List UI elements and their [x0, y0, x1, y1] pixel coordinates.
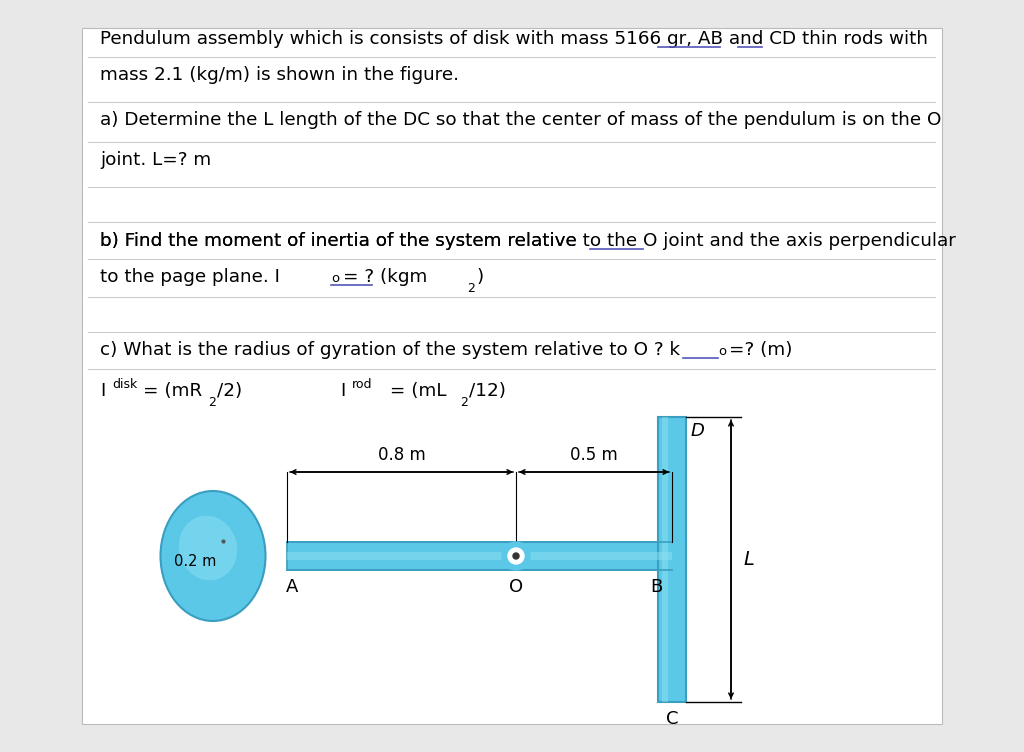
Text: joint. L=? m: joint. L=? m	[100, 151, 211, 169]
Ellipse shape	[179, 516, 238, 581]
Text: C: C	[666, 710, 678, 728]
FancyBboxPatch shape	[287, 542, 672, 570]
Text: /12): /12)	[469, 382, 506, 400]
Text: =? (m): =? (m)	[729, 341, 793, 359]
Text: = ? (kgm: = ? (kgm	[343, 268, 427, 286]
Text: B: B	[650, 578, 663, 596]
Text: A: A	[286, 578, 298, 596]
Text: 2: 2	[208, 396, 216, 409]
Text: 2: 2	[460, 396, 468, 409]
Text: L: L	[743, 550, 754, 569]
Text: Pendulum assembly which is consists of disk with mass 5166 gr, AB and CD thin ro: Pendulum assembly which is consists of d…	[100, 30, 928, 48]
Ellipse shape	[161, 491, 265, 621]
Text: 0.5 m: 0.5 m	[570, 446, 617, 464]
Text: mass 2.1 (kg/m) is shown in the figure.: mass 2.1 (kg/m) is shown in the figure.	[100, 66, 459, 84]
Text: o: o	[331, 272, 339, 285]
Text: = (mL: = (mL	[384, 382, 446, 400]
Text: disk: disk	[112, 378, 137, 391]
Text: D: D	[691, 422, 705, 440]
Text: a) Determine the L length of the DC so that the center of mass of the pendulum i: a) Determine the L length of the DC so t…	[100, 111, 941, 129]
Text: b) Find the moment of inertia of the system relative: b) Find the moment of inertia of the sys…	[100, 232, 583, 250]
Text: 0.2 m: 0.2 m	[174, 553, 216, 569]
FancyBboxPatch shape	[287, 552, 672, 560]
Circle shape	[513, 553, 519, 559]
Circle shape	[508, 548, 524, 564]
Text: rod: rod	[352, 378, 373, 391]
Text: I: I	[340, 382, 345, 400]
Text: o: o	[718, 345, 726, 358]
FancyBboxPatch shape	[82, 28, 942, 724]
FancyBboxPatch shape	[662, 417, 668, 702]
Text: b) Find the moment of inertia of the system relative to the O joint and the axis: b) Find the moment of inertia of the sys…	[100, 232, 955, 250]
Text: I: I	[100, 382, 105, 400]
Text: ): )	[476, 268, 483, 286]
Text: /2): /2)	[217, 382, 243, 400]
Text: 0.8 m: 0.8 m	[378, 446, 425, 464]
Text: c) What is the radius of gyration of the system relative to O ? k: c) What is the radius of gyration of the…	[100, 341, 680, 359]
Text: 2: 2	[467, 282, 475, 295]
Text: O: O	[509, 578, 523, 596]
Text: = (mR: = (mR	[143, 382, 203, 400]
Text: to the page plane. I: to the page plane. I	[100, 268, 280, 286]
FancyBboxPatch shape	[658, 417, 686, 702]
Circle shape	[502, 542, 530, 570]
